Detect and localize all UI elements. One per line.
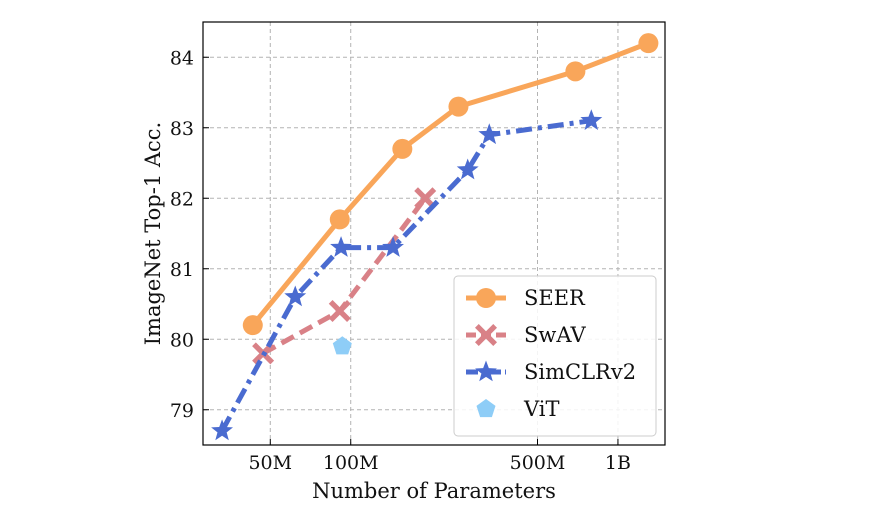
data-point-simclrv2: [382, 236, 404, 257]
legend-marker-seer: [476, 288, 496, 308]
legend-item-simclrv2: SimCLRv2: [466, 360, 636, 384]
legend-label-simclrv2: SimCLRv2: [524, 360, 636, 384]
x-axis-title: Number of Parameters: [312, 479, 556, 503]
series-vit: [332, 336, 352, 355]
legend-label-swav: SwAV: [524, 323, 586, 347]
data-point-seer: [448, 96, 469, 117]
data-point-simclrv2: [478, 123, 501, 145]
legend-marker-swav: [475, 324, 497, 346]
data-point-simclrv2: [284, 285, 307, 307]
data-point-vit: [332, 336, 352, 355]
series-simclrv2: [211, 109, 603, 441]
y-axis-title: ImageNet Top-1 Acc.: [141, 122, 165, 345]
x-tick-label: 500M: [510, 452, 566, 474]
data-point-seer: [638, 33, 659, 54]
legend-label-seer: SEER: [524, 286, 586, 310]
series-seer: [242, 33, 659, 336]
legend-item-vit: ViT: [476, 397, 560, 421]
series-line-seer: [250, 40, 650, 327]
data-point-seer: [242, 315, 263, 336]
x-tick-label: 1B: [605, 452, 631, 474]
data-point-simclrv2: [580, 109, 603, 130]
legend: SEER SwAV SimCLRv2 ViT: [453, 275, 657, 437]
data-point-simclrv2: [211, 419, 233, 441]
x-tick-label: 100M: [323, 452, 379, 474]
data-point-swav: [328, 300, 351, 323]
y-tick-label: 84: [170, 47, 194, 69]
x-tick-label: 50M: [248, 452, 292, 474]
legend-marker-simclrv2: [475, 360, 497, 382]
ticks: 50M 100M 500M 1B 79 80 81 82 83 84: [170, 47, 631, 474]
data-point-simclrv2: [456, 158, 479, 180]
legend-item-seer: SEER: [466, 286, 586, 310]
legend-marker-vit: [476, 399, 496, 418]
data-point-seer: [392, 138, 413, 159]
legend-item-swav: SwAV: [466, 323, 586, 347]
data-point-swav: [414, 187, 437, 210]
legend-box: [453, 275, 657, 437]
data-point-seer: [329, 209, 350, 230]
series-layer: [211, 33, 659, 441]
y-tick-label: 79: [170, 400, 194, 422]
legend-label-vit: ViT: [523, 397, 560, 421]
plot-frame: [202, 21, 666, 446]
data-point-simclrv2: [330, 236, 352, 257]
y-tick-label: 80: [170, 329, 194, 351]
y-tick-label: 81: [170, 259, 194, 281]
y-tick-label: 83: [170, 118, 194, 140]
series-swav: [252, 187, 437, 365]
data-point-seer: [565, 61, 586, 82]
y-tick-label: 82: [170, 188, 194, 210]
